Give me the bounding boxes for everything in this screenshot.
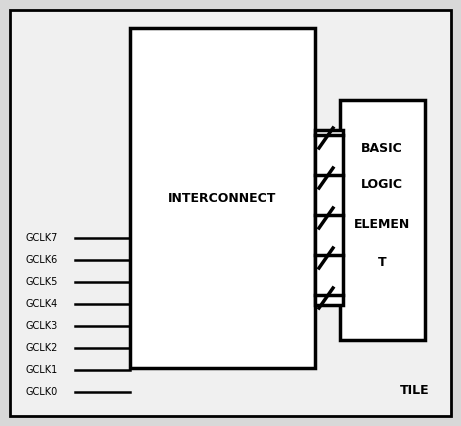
Text: GCLK4: GCLK4 [25, 299, 57, 309]
Text: LOGIC: LOGIC [361, 178, 403, 192]
Bar [315, 130, 343, 305]
Text: GCLK7: GCLK7 [25, 233, 57, 243]
Text: GCLK6: GCLK6 [25, 255, 57, 265]
Text: ELEMEN: ELEMEN [354, 219, 410, 231]
Text: T: T [378, 256, 386, 268]
Text: INTERCONNECT: INTERCONNECT [168, 192, 277, 204]
Text: TILE: TILE [400, 383, 430, 397]
Text: GCLK0: GCLK0 [25, 387, 57, 397]
Text: GCLK1: GCLK1 [25, 365, 57, 375]
Bar [340, 100, 425, 340]
Text: GCLK3: GCLK3 [25, 321, 57, 331]
Bar [130, 28, 315, 368]
Text: BASIC: BASIC [361, 141, 403, 155]
Text: GCLK2: GCLK2 [25, 343, 57, 353]
Text: GCLK5: GCLK5 [25, 277, 57, 287]
